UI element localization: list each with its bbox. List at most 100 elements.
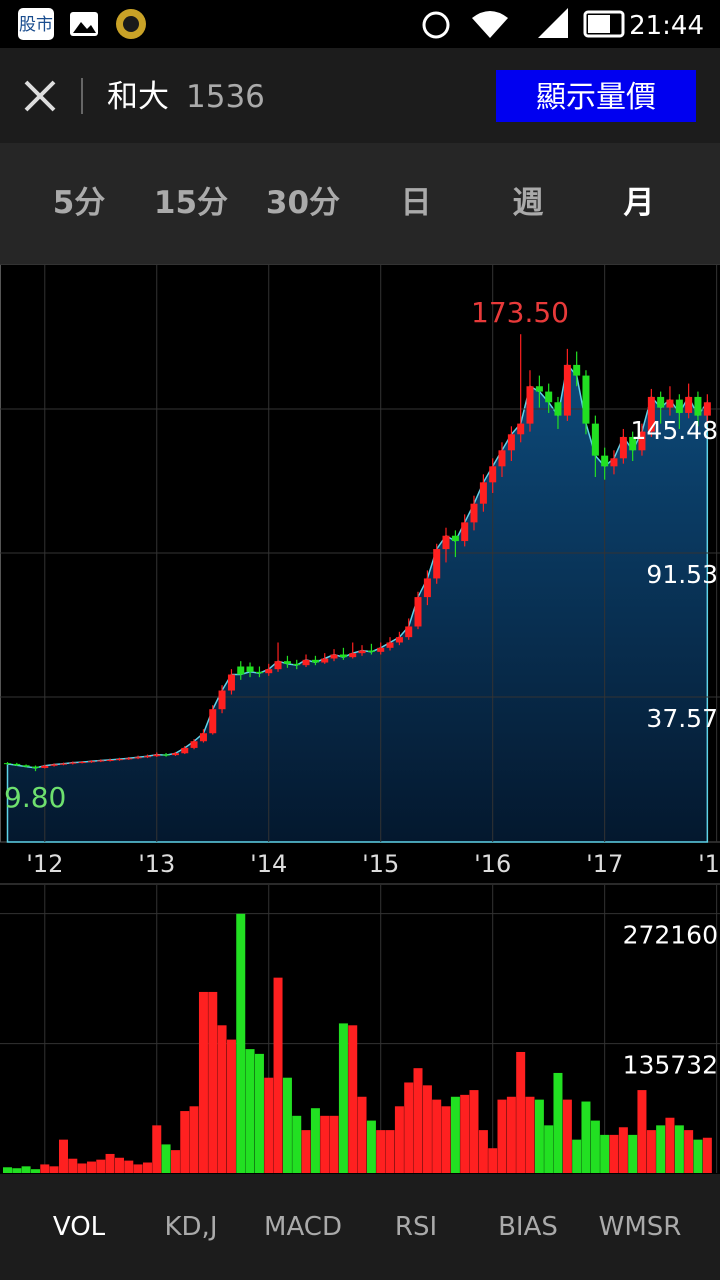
period-tab[interactable]: 5分 [52, 185, 106, 221]
candle-body [498, 450, 506, 467]
candle-body [675, 399, 683, 413]
volume-bar [329, 1115, 339, 1173]
close-button[interactable] [24, 80, 56, 112]
indicator-tab[interactable]: VOL [52, 1212, 106, 1242]
candle-body [367, 650, 375, 652]
volume-bar [180, 1111, 190, 1173]
volume-bar [21, 1166, 31, 1173]
volume-bar [142, 1162, 152, 1173]
period-tab[interactable]: 30分 [265, 185, 341, 221]
candle-body [703, 402, 711, 416]
candle-body [657, 396, 665, 408]
period-tab[interactable]: 月 [623, 185, 655, 221]
candle-body [181, 747, 189, 754]
volume-bar [637, 1090, 647, 1173]
volume-bar [30, 1169, 40, 1173]
price-area [6, 363, 709, 843]
candle-body [433, 549, 441, 579]
grid-layer [0, 265, 720, 1173]
candle-body [638, 431, 646, 451]
volume-bar [572, 1139, 582, 1173]
x-tick-label: '17 [586, 850, 623, 878]
volume-bar [124, 1160, 134, 1173]
header: 和大 1536 顯示量價 [0, 48, 720, 143]
volume-bar [525, 1096, 535, 1173]
volume-bar [394, 1106, 404, 1173]
indicator-tab[interactable]: RSI [394, 1212, 438, 1242]
indicator-tab[interactable]: WMSR [598, 1212, 682, 1242]
volume-bar [404, 1082, 414, 1173]
candle-body [237, 666, 245, 675]
candle-body [227, 674, 235, 691]
volume-bar [432, 1099, 442, 1173]
status-icons: 股市 21:44 [18, 8, 704, 41]
x-tick-label: '12 [26, 850, 63, 878]
candle-body [479, 482, 487, 504]
volume-bar [77, 1163, 87, 1173]
candle-body [386, 642, 394, 648]
volume-bar [273, 977, 283, 1173]
candle-body [423, 578, 431, 598]
volume-bar [301, 1130, 311, 1173]
volume-bar [478, 1130, 488, 1173]
candle-body [293, 663, 301, 666]
candle-body [218, 690, 226, 710]
volume-bar [376, 1130, 386, 1173]
volume-bar [226, 1039, 236, 1173]
battery-icon [583, 10, 625, 38]
candle-body [321, 658, 329, 663]
candle-body [339, 654, 347, 658]
volume-bar [609, 1134, 619, 1173]
candle-body [115, 759, 123, 761]
show-volume-button[interactable] [496, 70, 696, 122]
volume-bar [628, 1134, 638, 1173]
period-tabs: 5分 15分 30分 日 週 月 [0, 143, 720, 265]
stock-name: 和大 [107, 79, 169, 115]
candle-body [311, 659, 319, 663]
volume-bar [254, 1053, 264, 1173]
indicator-tab[interactable]: MACD [264, 1212, 342, 1242]
candle-body [153, 754, 161, 757]
volume-bar [114, 1157, 124, 1173]
period-tab[interactable]: 日 [400, 185, 432, 221]
volume-bar [469, 1090, 479, 1173]
volume-bar [348, 1025, 358, 1173]
period-tab[interactable]: 15分 [153, 185, 229, 221]
candle-body [526, 386, 534, 424]
x-tick-label: '15 [362, 850, 399, 878]
volume-bar [506, 1096, 516, 1173]
volume-bar [161, 1144, 171, 1173]
candle-body [619, 436, 627, 459]
candle-body [629, 436, 637, 451]
x-tick-label: '13 [138, 850, 175, 878]
volume-bar [516, 1051, 526, 1173]
volume-bar [170, 1150, 180, 1173]
candle-body [50, 764, 58, 766]
header-bar: 和大 1536 顯示量價 [24, 70, 696, 122]
candle-body [143, 756, 151, 758]
x-tick-label: '14 [250, 850, 287, 878]
signal-icon [538, 8, 568, 38]
show-volume-button-label: 顯示量價 [536, 80, 656, 115]
candle-body [610, 458, 618, 467]
candle-body [591, 423, 599, 456]
candle-body [171, 753, 179, 756]
y-tick-label: 91.53 [646, 560, 718, 589]
candle-body [134, 757, 142, 759]
candle-body [517, 423, 525, 435]
candle-body [283, 661, 291, 664]
volume-bar [441, 1106, 451, 1173]
indicator-tab[interactable]: BIAS [498, 1212, 558, 1242]
indicator-tab[interactable]: KD,J [164, 1212, 218, 1242]
candle-body [330, 654, 338, 659]
period-tab[interactable]: 週 [512, 185, 544, 221]
label-layer: '12 '13 '14 '15 '16 '17 '18 37.57 91.53 145.48 135… [4, 296, 720, 1079]
volume-bar [460, 1094, 470, 1173]
area-layer [6, 363, 709, 843]
alarm-icon [422, 11, 450, 39]
volume-bar [189, 1106, 199, 1173]
volume-bar [320, 1115, 330, 1173]
candle-body [22, 765, 30, 767]
volume-bar [562, 1099, 572, 1173]
